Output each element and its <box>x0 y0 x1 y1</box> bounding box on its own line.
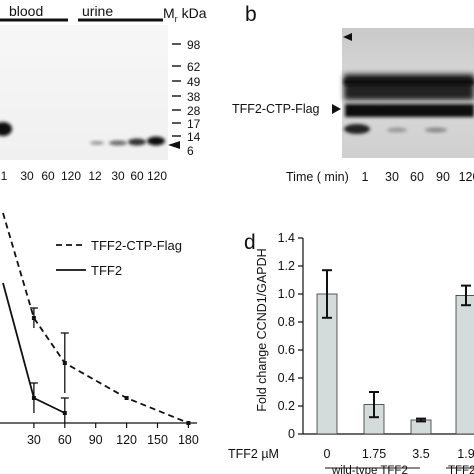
legend-tff2-ctp-flag: TFF2-CTP-Flag <box>91 238 182 253</box>
mw-markers: 98 62 49 38 28 17 14 6 <box>168 38 201 158</box>
lane-b-5: 120 <box>459 170 474 184</box>
category-label-d: 1.75 <box>362 447 386 461</box>
legend-tff2: TFF2 <box>91 263 122 278</box>
category-label-d: 0 <box>324 447 331 461</box>
lane-labels-a: 1 30 60 120 12 30 60 120 <box>1 169 168 183</box>
panel-d-letter: d <box>244 231 256 254</box>
lane-a-2: 30 <box>20 169 34 183</box>
lane-b-3: 60 <box>410 170 424 184</box>
lane-a-3: 60 <box>41 169 55 183</box>
x-tick-label-c: 30 <box>27 433 41 447</box>
y-tick-label-d: 0.4 <box>278 371 295 385</box>
time-label: Time ( min) <box>286 170 349 184</box>
data-point-c <box>31 396 36 400</box>
lane-a-5: 12 <box>88 169 102 183</box>
data-point-c <box>62 361 67 365</box>
blot-a-band-urine-12 <box>90 141 104 145</box>
y-tick-label-d: 0.6 <box>278 343 295 357</box>
lane-b-1: 1 <box>362 170 369 184</box>
y-tick-label-d: 0.8 <box>278 315 295 329</box>
panel-a: blood urine Mr kDa 98 62 49 38 28 17 14 <box>0 3 207 183</box>
lane-a-6: 30 <box>111 169 125 183</box>
lane-b-4: 90 <box>436 170 450 184</box>
legend-c: TFF2-CTP-Flag TFF2 <box>56 238 182 278</box>
y-tick-label-d: 1.0 <box>278 287 295 301</box>
blot-a <box>0 25 168 160</box>
lane-a-7: 60 <box>130 169 144 183</box>
mw-14: 14 <box>187 130 201 144</box>
group-label-tff2: TFF2 <box>448 465 474 474</box>
mw-38: 38 <box>187 90 201 104</box>
arrowhead-top-icon <box>343 33 352 41</box>
y-tick-label-d: 1.4 <box>278 231 295 245</box>
tff2-um-label: TFF2 µM <box>228 447 279 461</box>
group-label-wild-type: wild-type TFF2 <box>331 465 408 474</box>
lane-labels-b: 1 30 60 90 120 <box>362 170 474 184</box>
blot-a-band-urine-30 <box>109 140 127 146</box>
x-tick-label-c: 180 <box>178 433 199 447</box>
panel-b-letter: b <box>245 3 257 26</box>
bar-d <box>455 294 474 435</box>
blot-b-main-band <box>345 104 474 117</box>
y-tick-label-d: 0 <box>288 427 295 441</box>
blot-a-band-urine-60 <box>128 138 146 146</box>
urine-label: urine <box>82 3 113 19</box>
mr-label: Mr kDa <box>163 5 207 24</box>
mw-62: 62 <box>187 60 201 74</box>
y-axis-label-d: Fold change CCND1/GAPDH <box>255 248 269 411</box>
tff2-ctp-flag-label: TFF2-CTP-Flag <box>232 102 320 116</box>
lane-a-4: 120 <box>61 169 81 183</box>
x-tick-label-c: 60 <box>58 433 72 447</box>
blot-b-lower-band <box>344 124 370 134</box>
y-tick-label-d: 1.2 <box>278 259 295 273</box>
x-tick-label-c: 120 <box>116 433 137 447</box>
panel-b: b TFF2-CTP-Flag Time ( min) 1 30 60 90 1… <box>232 3 474 184</box>
data-point-c <box>186 421 191 425</box>
blood-label: blood <box>9 3 43 19</box>
data-point-c <box>124 396 129 400</box>
lane-a-8: 120 <box>147 169 167 183</box>
data-point-c <box>62 411 67 415</box>
lane-a-1: 1 <box>1 169 8 183</box>
lane-b-2: 30 <box>385 170 399 184</box>
band-pointer-icon <box>332 104 341 114</box>
panel-d: d Fold change CCND1/GAPDH TFF2 µM wild-t… <box>228 231 474 474</box>
x-tick-label-c: 90 <box>89 433 103 447</box>
mw-28: 28 <box>187 104 201 118</box>
mw-17: 17 <box>187 117 201 131</box>
mw-49: 49 <box>187 75 201 89</box>
panel-c: TFF2-CTP-Flag TFF2 30 60 90 120 150 180 <box>0 212 199 447</box>
blot-b-upper-band <box>344 74 474 100</box>
category-label-d: 3.5 <box>412 447 429 461</box>
blot-a-band-urine-120 <box>147 136 165 146</box>
mw-98: 98 <box>187 38 201 52</box>
y-tick-label-d: 0.2 <box>278 399 295 413</box>
mw-6: 6 <box>187 144 194 158</box>
arrowhead-icon <box>168 141 180 149</box>
blot-a-band-blood-1 <box>0 122 12 136</box>
category-label-d: 1.9 <box>457 447 474 461</box>
data-point-c <box>31 316 36 320</box>
x-tick-label-c: 150 <box>147 433 168 447</box>
